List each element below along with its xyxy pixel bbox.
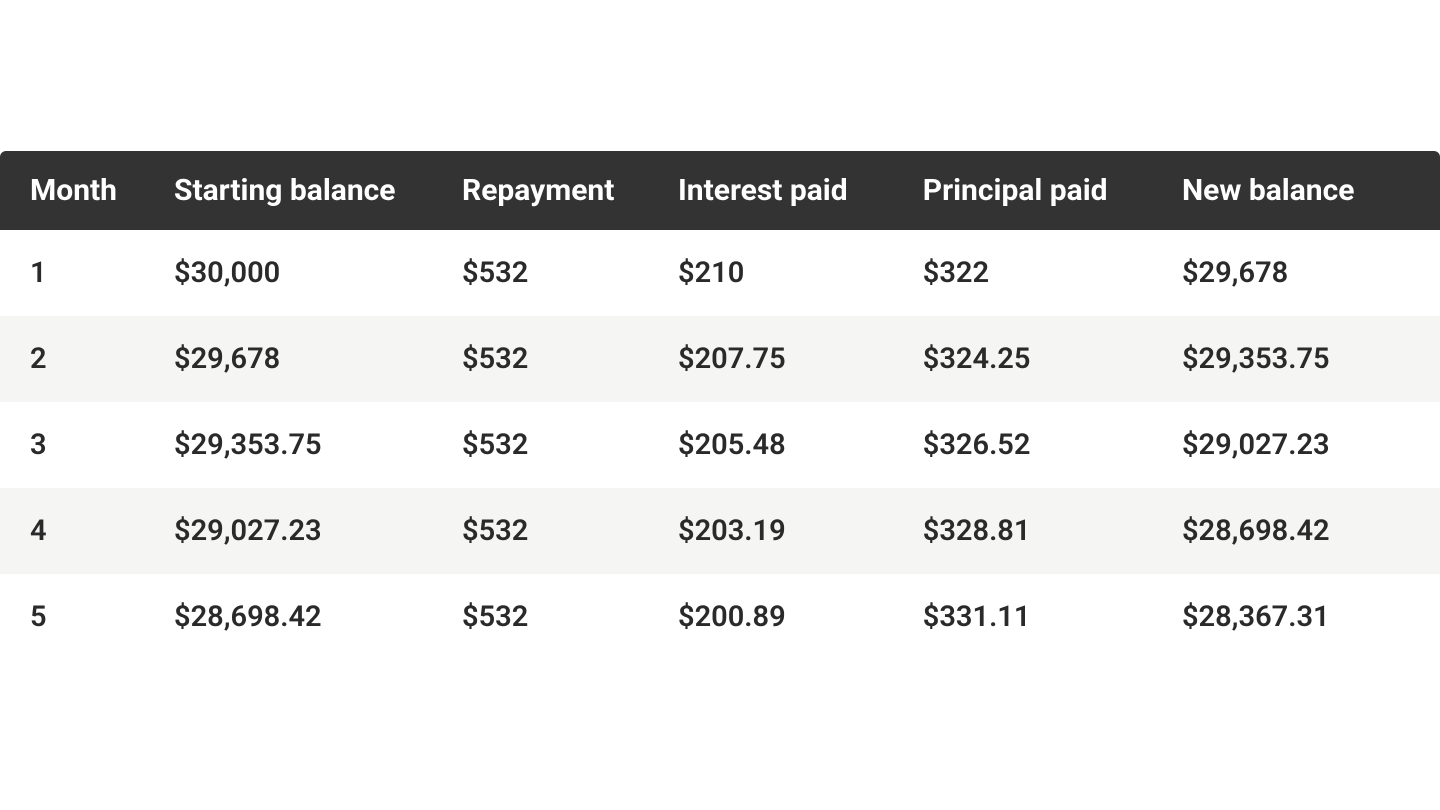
table-row: 3 $29,353.75 $532 $205.48 $326.52 $29,02… [0,402,1440,488]
amortization-table: Month Starting balance Repayment Interes… [0,151,1440,660]
cell-new-balance: $29,027.23 [1152,402,1440,488]
cell-starting-balance: $29,353.75 [144,402,432,488]
cell-repayment: $532 [432,574,648,660]
cell-month: 1 [0,230,144,316]
table-row: 4 $29,027.23 $532 $203.19 $328.81 $28,69… [0,488,1440,574]
cell-repayment: $532 [432,316,648,402]
table-row: 5 $28,698.42 $532 $200.89 $331.11 $28,36… [0,574,1440,660]
cell-starting-balance: $29,678 [144,316,432,402]
cell-interest-paid: $205.48 [648,402,893,488]
cell-new-balance: $29,353.75 [1152,316,1440,402]
cell-starting-balance: $28,698.42 [144,574,432,660]
table-header: Month Starting balance Repayment Interes… [0,151,1440,230]
col-header-principal-paid: Principal paid [893,151,1152,230]
cell-month: 4 [0,488,144,574]
col-header-month: Month [0,151,144,230]
cell-starting-balance: $30,000 [144,230,432,316]
cell-repayment: $532 [432,488,648,574]
cell-interest-paid: $207.75 [648,316,893,402]
amortization-table-container: Month Starting balance Repayment Interes… [0,151,1440,660]
cell-principal-paid: $326.52 [893,402,1152,488]
cell-month: 5 [0,574,144,660]
cell-interest-paid: $200.89 [648,574,893,660]
cell-principal-paid: $331.11 [893,574,1152,660]
table-row: 1 $30,000 $532 $210 $322 $29,678 [0,230,1440,316]
cell-new-balance: $28,698.42 [1152,488,1440,574]
cell-principal-paid: $324.25 [893,316,1152,402]
cell-principal-paid: $328.81 [893,488,1152,574]
cell-interest-paid: $203.19 [648,488,893,574]
cell-new-balance: $29,678 [1152,230,1440,316]
table-header-row: Month Starting balance Repayment Interes… [0,151,1440,230]
cell-repayment: $532 [432,402,648,488]
col-header-starting-balance: Starting balance [144,151,432,230]
cell-interest-paid: $210 [648,230,893,316]
col-header-new-balance: New balance [1152,151,1440,230]
cell-starting-balance: $29,027.23 [144,488,432,574]
table-row: 2 $29,678 $532 $207.75 $324.25 $29,353.7… [0,316,1440,402]
col-header-interest-paid: Interest paid [648,151,893,230]
cell-month: 3 [0,402,144,488]
col-header-repayment: Repayment [432,151,648,230]
cell-repayment: $532 [432,230,648,316]
cell-principal-paid: $322 [893,230,1152,316]
cell-new-balance: $28,367.31 [1152,574,1440,660]
table-body: 1 $30,000 $532 $210 $322 $29,678 2 $29,6… [0,230,1440,660]
cell-month: 2 [0,316,144,402]
